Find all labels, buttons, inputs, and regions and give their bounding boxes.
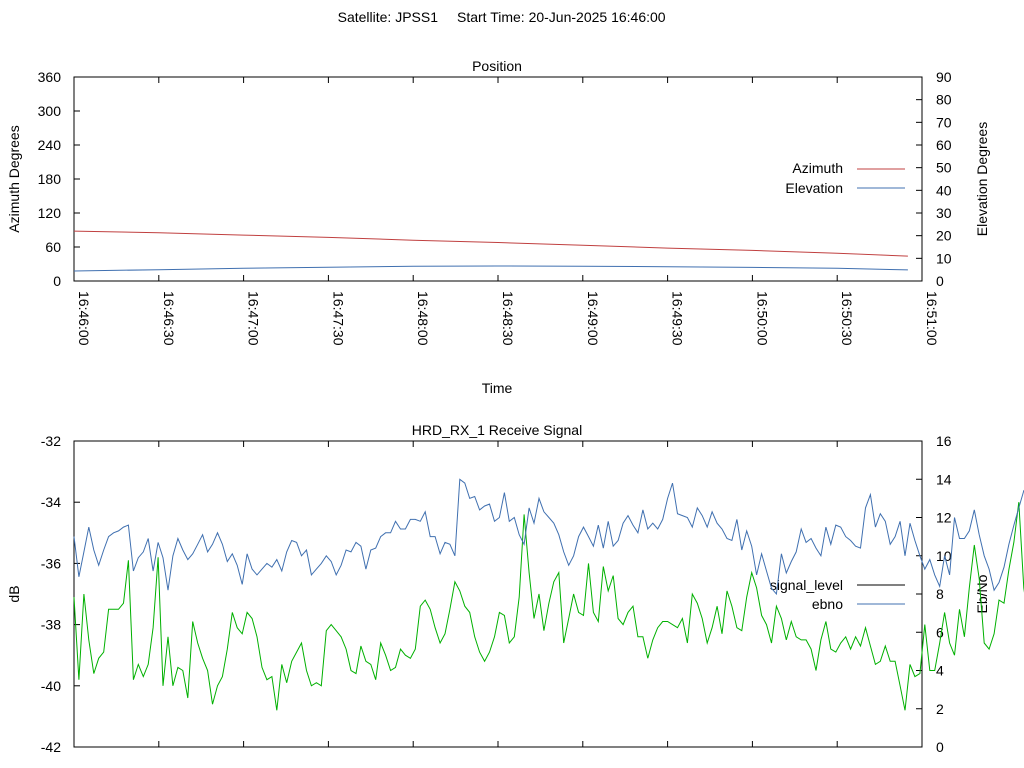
series-line-azimuth [73, 230, 908, 257]
y-tick-label: 360 [38, 69, 62, 85]
x-tick-label: 16:46:30 [161, 291, 177, 346]
x-tick-label: 16:46:00 [76, 291, 92, 346]
series-line-signal-level [73, 502, 1024, 711]
y2-tick-label: 4 [936, 663, 944, 679]
y2-tick-label: 10 [936, 250, 952, 266]
y-tick-label: -32 [41, 433, 61, 449]
legend-signal-level-label: signal_level [770, 577, 843, 593]
y-tick-label: 180 [38, 171, 62, 187]
y-tick-label: 0 [53, 273, 61, 289]
y2-tick-label: 2 [936, 701, 944, 717]
chart-marks: 060120180240300360010203040506070809016:… [38, 69, 1024, 755]
x-tick-label: 16:49:30 [670, 291, 686, 346]
satellite-label: Satellite: JPSS1 [338, 9, 439, 25]
y2-tick-label: 40 [936, 182, 952, 198]
x-tick-label: 16:48:30 [500, 291, 516, 346]
position-chart-title: Position [472, 58, 522, 74]
y2-tick-label: 10 [936, 548, 952, 564]
y2-tick-label: 50 [936, 160, 952, 176]
db-axis-label: dB [6, 585, 22, 602]
elevation-axis-label: Elevation Degrees [974, 122, 990, 236]
y2-tick-label: 60 [936, 137, 952, 153]
y-tick-label: -38 [41, 617, 61, 633]
y-tick-label: 120 [38, 205, 62, 221]
y2-tick-label: 30 [936, 205, 952, 221]
x-tick-label: 16:50:00 [754, 291, 770, 346]
legend-elevation-label: Elevation [785, 180, 843, 196]
y2-tick-label: 16 [936, 433, 952, 449]
y2-tick-label: 90 [936, 69, 952, 85]
y-tick-label: -36 [41, 555, 61, 571]
y-tick-label: -42 [41, 739, 61, 755]
y2-tick-label: 0 [936, 739, 944, 755]
x-tick-label: 16:47:00 [246, 291, 262, 346]
series-line-ebno [73, 478, 1024, 596]
x-tick-label: 16:47:30 [330, 291, 346, 346]
y-tick-label: -34 [41, 494, 61, 510]
y2-tick-label: 14 [936, 471, 952, 487]
start-time-label: Start Time: 20-Jun-2025 16:46:00 [457, 9, 666, 25]
azimuth-axis-label: Azimuth Degrees [6, 125, 22, 232]
y2-tick-label: 8 [936, 586, 944, 602]
ebno-axis-label: Eb/No [974, 574, 990, 613]
y2-tick-label: 20 [936, 228, 952, 244]
signal-chart-title: HRD_RX_1 Receive Signal [412, 422, 582, 438]
position-x-axis-label: Time [482, 380, 513, 396]
y-tick-label: 300 [38, 103, 62, 119]
y2-tick-label: 6 [936, 624, 944, 640]
y2-tick-label: 80 [936, 92, 952, 108]
y-tick-label: 60 [45, 239, 61, 255]
series-line-elevation [73, 265, 908, 272]
y-tick-label: -40 [41, 678, 61, 694]
x-tick-label: 16:50:30 [839, 291, 855, 346]
y2-tick-label: 0 [936, 273, 944, 289]
x-tick-label: 16:49:00 [585, 291, 601, 346]
legend-ebno-label: ebno [812, 596, 843, 612]
legend-azimuth-label: Azimuth [792, 160, 843, 176]
y-tick-label: 240 [38, 137, 62, 153]
y2-tick-label: 70 [936, 114, 952, 130]
x-tick-label: 16:48:00 [415, 291, 431, 346]
y2-tick-label: 12 [936, 510, 952, 526]
x-tick-label: 16:51:00 [924, 291, 940, 346]
